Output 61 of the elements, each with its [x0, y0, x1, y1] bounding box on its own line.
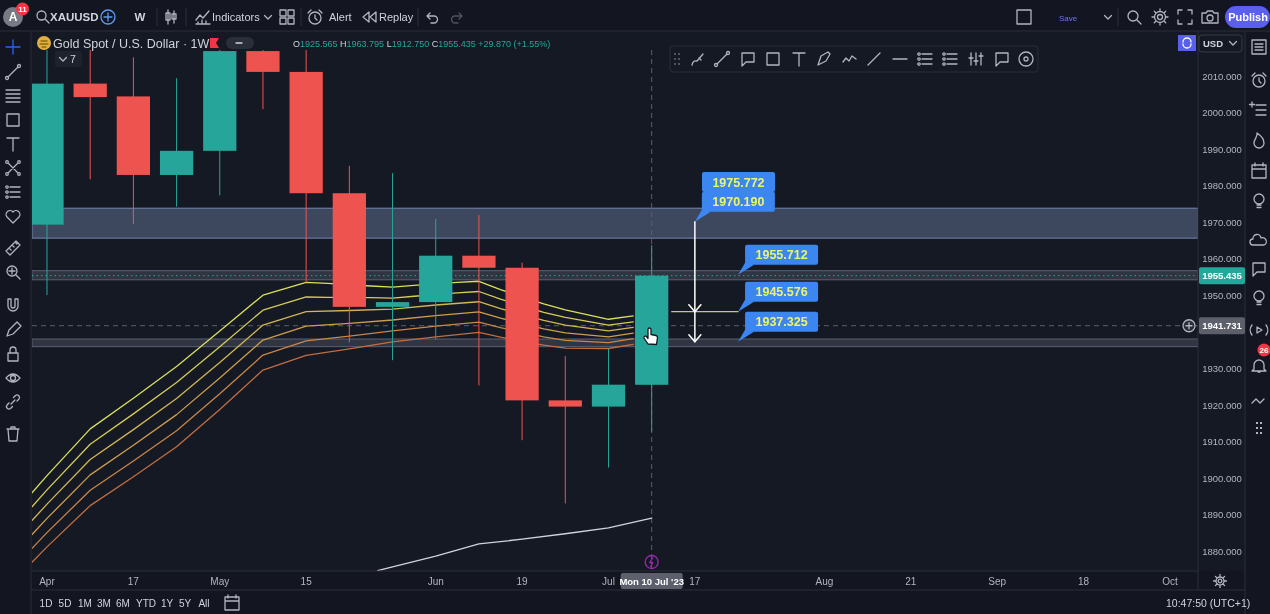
text: Save — [1058, 14, 1078, 23]
x-tick-label: Oct — [1162, 576, 1178, 587]
candlestick — [548, 355, 582, 504]
chart-title: Gold Spot / U.S. Dollar · 1W — [53, 36, 210, 51]
text: 5Y — [178, 598, 192, 609]
x-tick-label: 18 — [1078, 576, 1090, 587]
text: 3M — [97, 598, 111, 609]
y-tick-label: 1960.000 — [1202, 253, 1242, 265]
annotation: 1937.325 — [755, 315, 808, 330]
y-tick-label: 1950.000 — [1202, 290, 1242, 302]
x-tick-label: Apr — [39, 576, 56, 587]
text: 1Y — [160, 598, 174, 609]
text: Publish — [1228, 11, 1269, 23]
text: 11 — [18, 5, 28, 14]
text: 1M — [78, 598, 92, 609]
text: USD — [1203, 38, 1224, 49]
text: Indicators — [212, 11, 261, 23]
x-tick-label: 17 — [689, 576, 701, 587]
x-tick-label: Jul — [602, 576, 615, 587]
y-tick-label: 1920.000 — [1202, 399, 1242, 411]
y-tick-label: 1910.000 — [1202, 436, 1242, 448]
ref-line-label: Mon 10 Jul '23 — [619, 575, 684, 587]
annotation: 1975.772 — [712, 175, 765, 190]
candlestick — [462, 214, 496, 386]
x-tick-label: Aug — [815, 576, 834, 587]
annotation: 1970.190 — [712, 195, 765, 210]
text: W — [134, 11, 146, 23]
ref-line-label: 1941.731 — [1202, 320, 1243, 332]
y-tick-label: 1900.000 — [1202, 472, 1242, 484]
text: YTD — [136, 598, 156, 609]
y-tick-label: 1880.000 — [1202, 545, 1242, 557]
text: 1D — [39, 598, 53, 609]
text: 6M — [116, 598, 130, 609]
text: XAUUSD — [50, 11, 99, 23]
x-tick-label: 15 — [300, 576, 313, 587]
y-tick-label: 1990.000 — [1202, 143, 1242, 155]
annotation: 1945.576 — [755, 285, 808, 300]
annotation: 7 — [70, 52, 77, 65]
x-tick-label: 17 — [127, 576, 140, 587]
x-tick-label: Jun — [427, 576, 444, 587]
text: O1925.565 H1963.795 L1912.750 C1955.435 +29.870 (+1.55%) — [293, 39, 551, 49]
text: Replay — [379, 11, 414, 23]
text: 10:47:50 (UTC+1) — [1166, 597, 1251, 609]
x-tick-label: May — [210, 576, 230, 587]
x-tick-label: 21 — [905, 576, 917, 587]
y-tick-label: 1970.000 — [1202, 216, 1242, 228]
text: 26 — [1259, 346, 1269, 355]
text: Alert — [329, 11, 352, 23]
y-tick-label: 1980.000 — [1202, 180, 1242, 192]
line-series — [376, 517, 653, 571]
text: 5D — [58, 598, 72, 609]
ref-line-label: 1955.435 — [1202, 270, 1243, 282]
y-tick-label: 2000.000 — [1202, 107, 1242, 119]
y-tick-label: 1890.000 — [1202, 509, 1242, 521]
x-tick-label: 19 — [516, 576, 529, 587]
x-tick-label: Sep — [988, 576, 1007, 587]
annotation: 1955.712 — [755, 248, 808, 263]
text: A — [8, 10, 18, 24]
y-tick-label: 1930.000 — [1202, 363, 1242, 375]
y-tick-label: 2010.000 — [1202, 70, 1242, 82]
text: All — [198, 598, 210, 609]
